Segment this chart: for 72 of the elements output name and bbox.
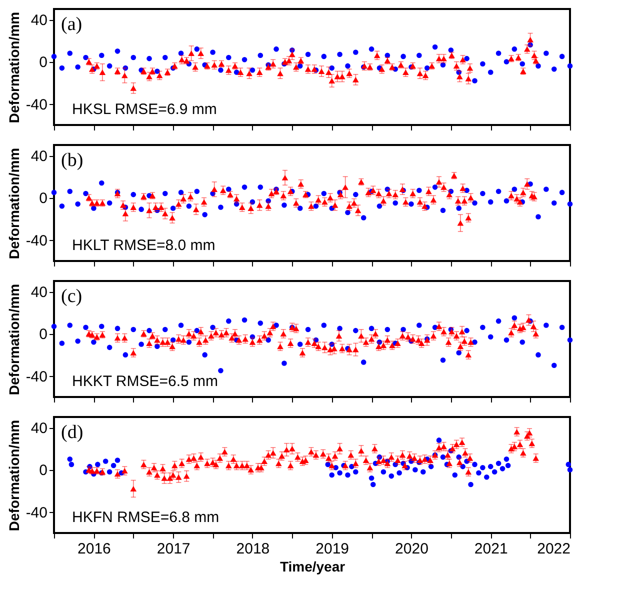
- point: [492, 469, 498, 474]
- annotation: HKKT RMSE=6.5 mm: [72, 373, 218, 390]
- point: [452, 472, 458, 478]
- point: [436, 438, 442, 443]
- x-tick-label: 2019: [316, 540, 350, 558]
- point: [484, 474, 490, 480]
- y-tick-label: 40: [30, 284, 48, 302]
- x-tick-label: 2020: [395, 540, 428, 558]
- point: [480, 464, 486, 470]
- point: [388, 473, 394, 479]
- point: [345, 472, 350, 478]
- y-tick-label: 0: [39, 462, 48, 480]
- y-axis-title: Deformation/mm: [6, 148, 22, 260]
- point: [504, 456, 510, 462]
- point: [349, 464, 354, 470]
- y-tick-label: -40: [26, 368, 48, 386]
- point: [460, 464, 466, 470]
- y-tick-label: 40: [30, 148, 48, 166]
- point: [353, 469, 358, 474]
- annotation: HKFN RMSE=6.8 mm: [72, 509, 220, 526]
- y-tick-label: 40: [30, 420, 48, 438]
- point: [468, 482, 474, 488]
- point: [102, 458, 108, 464]
- annotation: (a): [61, 14, 82, 35]
- point: [396, 470, 402, 476]
- y-tick-label: 40: [30, 12, 48, 30]
- x-axis-title: Time/year: [280, 558, 346, 574]
- point: [412, 467, 418, 472]
- x-tick-label: 2021: [474, 540, 508, 558]
- point: [472, 462, 478, 468]
- point: [496, 460, 502, 466]
- point: [95, 462, 100, 468]
- annotation: (b): [61, 150, 84, 171]
- point: [370, 482, 376, 488]
- point: [566, 462, 572, 468]
- point: [337, 470, 342, 476]
- y-tick-label: 0: [39, 190, 48, 208]
- point: [368, 476, 374, 481]
- x-tick-label: 2018: [236, 540, 270, 558]
- point: [505, 462, 511, 468]
- point: [420, 469, 426, 474]
- point: [329, 472, 334, 478]
- point: [476, 470, 482, 476]
- point: [325, 462, 331, 468]
- point: [110, 462, 116, 468]
- point: [488, 464, 494, 470]
- y-tick-label: -40: [26, 232, 48, 250]
- x-tick-label: 2017: [156, 540, 190, 558]
- x-tick-label: 2022: [537, 540, 570, 558]
- annotation: (d): [61, 422, 84, 443]
- annotation: (c): [61, 286, 82, 307]
- y-axis-title: Deformation/mm: [6, 12, 22, 124]
- point: [114, 458, 120, 463]
- point: [67, 456, 73, 462]
- point: [567, 467, 573, 472]
- point: [68, 462, 74, 468]
- point: [500, 466, 506, 472]
- point: [456, 454, 462, 460]
- point: [380, 469, 386, 474]
- annotation: HKLT RMSE=8.0 mm: [72, 237, 216, 254]
- y-tick-label: -40: [26, 96, 48, 114]
- y-tick-label: 0: [39, 326, 48, 344]
- point: [428, 464, 434, 470]
- x-tick-label: 2016: [78, 540, 111, 558]
- point: [376, 454, 382, 460]
- point: [440, 454, 446, 460]
- point: [106, 469, 112, 474]
- annotation: HKSL RMSE=6.9 mm: [72, 101, 217, 118]
- y-axis-title: Deformation/mm: [6, 420, 22, 532]
- y-tick-label: 0: [39, 54, 48, 72]
- y-tick-label: -40: [26, 504, 48, 522]
- y-axis-title: Deformation/mm: [6, 284, 22, 396]
